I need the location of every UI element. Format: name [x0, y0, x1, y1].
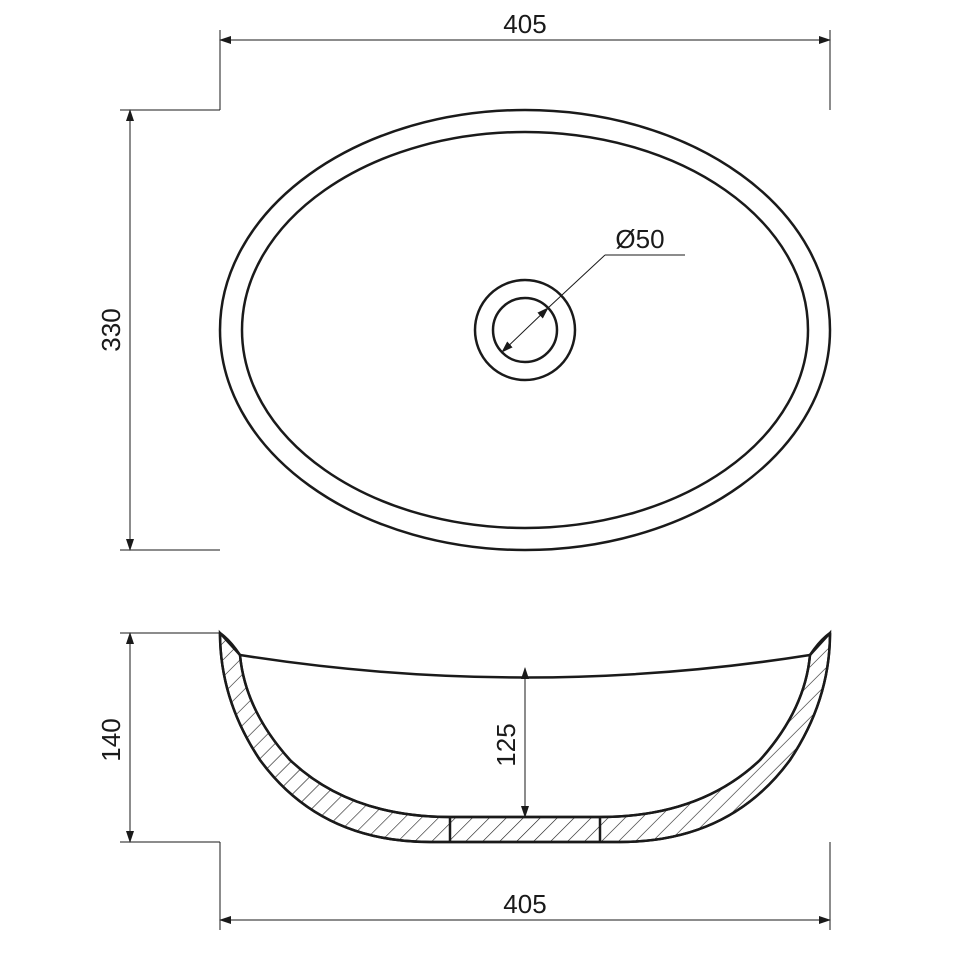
- dim-inner-height: 125: [470, 668, 580, 817]
- dim-inner-height-value: 125: [491, 723, 521, 766]
- dim-top-height: 330: [96, 110, 220, 550]
- dim-bottom-width: 405: [220, 842, 830, 930]
- technical-drawing: 405 330 Ø50 140 125: [0, 0, 965, 965]
- dim-drain-diameter: Ø50: [502, 224, 685, 352]
- dim-bottom-width-value: 405: [503, 889, 546, 919]
- dim-section-height: 140: [96, 633, 220, 842]
- dim-top-width: 405: [220, 9, 830, 110]
- dim-drain-value: Ø50: [615, 224, 664, 254]
- dim-top-width-value: 405: [503, 9, 546, 39]
- dim-section-height-value: 140: [96, 718, 126, 761]
- dim-top-height-value: 330: [96, 308, 126, 351]
